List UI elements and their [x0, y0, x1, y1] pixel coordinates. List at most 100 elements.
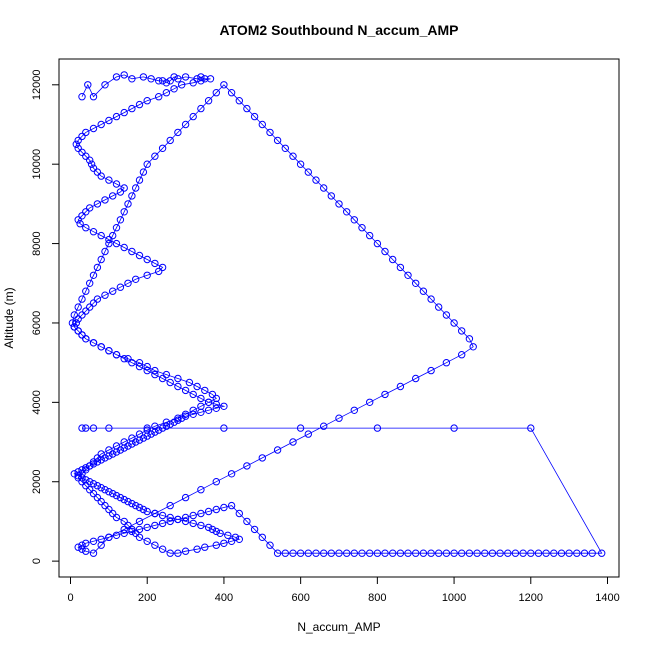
data-point: [143, 255, 151, 264]
data-point: [74, 136, 82, 145]
data-point: [158, 144, 167, 153]
data-point: [158, 374, 167, 383]
data-point: [204, 523, 213, 532]
x-tick-label: 1200: [519, 592, 543, 604]
data-point: [97, 255, 105, 264]
data-point: [178, 414, 186, 422]
data-point: [343, 208, 351, 216]
data-point: [93, 493, 102, 502]
data-point: [565, 549, 573, 557]
data-point: [101, 196, 109, 204]
data-point: [373, 239, 382, 248]
data-point: [450, 549, 458, 557]
data-point: [93, 263, 102, 272]
data-point: [116, 283, 125, 291]
data-point: [181, 412, 190, 420]
data-point: [109, 450, 117, 458]
data-point: [147, 75, 155, 83]
data-point: [105, 452, 113, 460]
data-point: [135, 359, 144, 367]
data-point: [243, 104, 251, 113]
data-point: [181, 386, 190, 395]
data-point: [289, 549, 297, 557]
data-point: [178, 81, 186, 89]
data-point: [273, 549, 282, 557]
data-point: [89, 537, 98, 545]
data-point: [174, 549, 182, 557]
data-point: [93, 454, 102, 462]
x-tick-label: 400: [215, 592, 233, 604]
y-tick-label: 4000: [31, 390, 43, 414]
data-point: [147, 430, 155, 438]
data-point: [105, 235, 113, 244]
data-point: [105, 424, 113, 432]
data-point: [542, 549, 550, 557]
data-point: [224, 531, 232, 539]
data-point: [220, 81, 228, 89]
data-point: [105, 116, 113, 125]
data-point: [70, 323, 79, 331]
data-point: [458, 327, 466, 335]
data-point: [162, 422, 171, 430]
data-point: [93, 200, 102, 208]
data-point: [93, 482, 102, 490]
data-point: [327, 549, 335, 557]
data-point: [212, 541, 221, 549]
data-point: [78, 541, 86, 549]
data-point: [74, 472, 82, 480]
data-point: [350, 406, 358, 414]
data-point: [243, 462, 251, 470]
data-point: [197, 408, 205, 416]
data-point: [82, 208, 90, 216]
data-point: [197, 509, 205, 518]
x-tick-label: 200: [138, 592, 156, 604]
data-point: [155, 426, 163, 434]
data-point: [116, 493, 125, 502]
data-point: [243, 517, 251, 526]
data-point: [170, 73, 178, 81]
data-point: [101, 486, 109, 494]
data-point: [151, 428, 159, 436]
data-point: [435, 549, 443, 557]
data-point: [128, 247, 136, 256]
data-point: [335, 200, 343, 208]
data-point: [135, 503, 144, 512]
data-point: [158, 77, 167, 85]
data-point: [112, 180, 121, 188]
data-point: [109, 509, 117, 518]
data-point: [450, 424, 458, 432]
data-point: [304, 549, 312, 557]
data-point: [93, 458, 102, 466]
data-point: [128, 104, 136, 113]
data-point: [488, 549, 497, 557]
data-point: [166, 549, 174, 557]
data-point: [89, 93, 98, 101]
data-point: [189, 112, 197, 121]
data-point: [235, 97, 244, 105]
data-point: [78, 424, 86, 432]
y-tick-label: 8000: [31, 231, 43, 255]
data-point: [97, 120, 105, 129]
data-point: [212, 478, 221, 486]
data-point: [527, 549, 535, 557]
data-point: [97, 535, 105, 543]
data-point: [82, 128, 90, 137]
data-point: [89, 489, 98, 498]
data-point: [86, 156, 94, 164]
data-point: [396, 382, 405, 391]
data-point: [204, 507, 213, 516]
data-point: [120, 243, 128, 252]
data-point: [216, 529, 224, 537]
data-point: [335, 549, 343, 557]
data-point: [396, 549, 405, 557]
data-point: [78, 470, 86, 478]
data-point: [358, 224, 366, 232]
data-point: [105, 533, 113, 541]
data-point: [220, 539, 228, 547]
data-point: [366, 398, 374, 406]
data-point: [135, 362, 144, 371]
data-point: [109, 192, 117, 200]
data-point: [304, 430, 312, 438]
data-point: [519, 549, 527, 557]
data-point: [412, 549, 420, 557]
